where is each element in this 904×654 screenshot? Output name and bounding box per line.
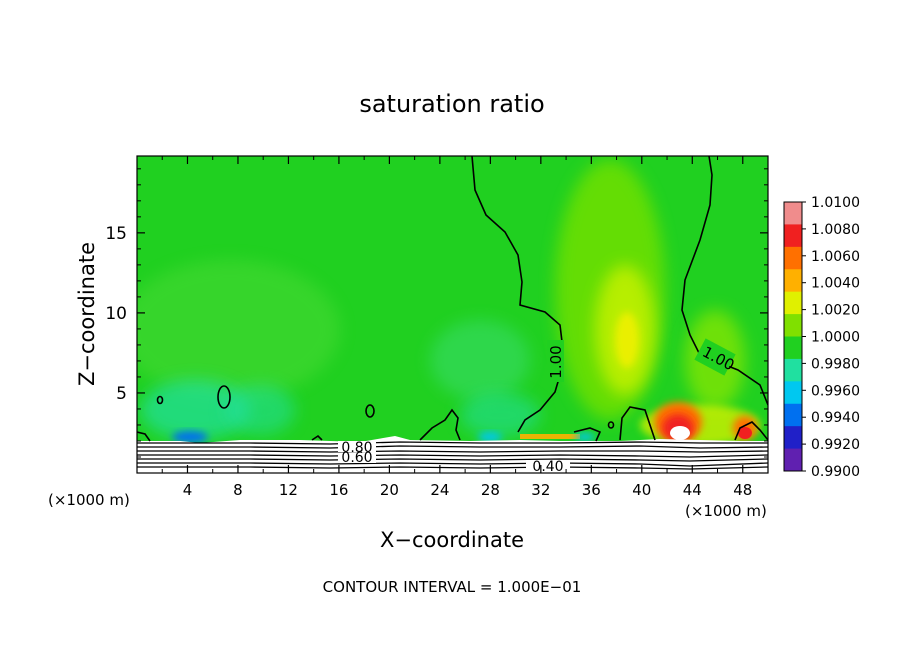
contour-line (311, 434, 323, 441)
x-axis-label: X−coordinate (380, 528, 524, 552)
subsaturated-region (460, 393, 540, 437)
x-tick-label: 4 (183, 481, 193, 499)
colorbar-swatch (784, 291, 802, 315)
x-tick-label: 44 (683, 481, 702, 499)
colorbar-swatch (784, 381, 802, 405)
x-unit-left: (×1000 m) (48, 491, 130, 509)
colorbar-label: 1.0060 (811, 249, 860, 265)
colorbar-swatch (784, 269, 802, 293)
colorbar-label: 1.0040 (811, 276, 860, 292)
y-tick-label: 15 (105, 224, 127, 244)
contour-label: 0.80 (341, 440, 372, 456)
colorbar-label: 0.9920 (811, 437, 860, 453)
slightly-low-region (137, 260, 340, 400)
x-tick-label: 32 (531, 481, 550, 499)
contour-label: 1.00 (547, 345, 565, 378)
subsaturated-region (140, 380, 250, 440)
saturation-contours (137, 156, 768, 442)
contour-label: 0.60 (341, 450, 372, 466)
colorbar-swatch (784, 426, 802, 450)
colorbar-label: 0.9940 (811, 410, 860, 426)
y-tick-label: 10 (105, 304, 127, 324)
low-level-minimum (478, 432, 502, 442)
colorbar-label: 1.0020 (811, 303, 860, 319)
colorbar-swatch (784, 202, 802, 225)
contour-line (217, 385, 231, 409)
x-tick-label: 36 (582, 481, 601, 499)
x-tick-label: 40 (632, 481, 651, 499)
low-level-orange-band (520, 434, 580, 439)
contour-line (573, 427, 602, 442)
colorbar-swatch (784, 246, 802, 270)
colorbar-label: 1.0000 (811, 330, 860, 346)
contour-line (365, 404, 375, 418)
y-axis: 5 10 15 (105, 168, 768, 458)
low-level-minimum (575, 433, 595, 441)
contour-line (137, 431, 151, 442)
x-unit-right: (×1000 m) (685, 502, 767, 520)
saturation-field (137, 160, 760, 445)
colorbar-swatch (784, 358, 802, 382)
x-tick-label: 28 (481, 481, 500, 499)
terrain-contours (137, 441, 768, 470)
x-tick-label: 12 (279, 481, 298, 499)
contour-line (156, 395, 164, 405)
x-tick-label: 48 (733, 481, 752, 499)
contour-line (619, 406, 656, 441)
y-tick-label: 5 (116, 384, 127, 404)
contour-line (419, 408, 461, 441)
colorbar-swatch (784, 403, 802, 427)
contour-line (734, 421, 768, 441)
x-tick-label: 16 (329, 481, 348, 499)
contour-label: 0.40 (532, 459, 563, 475)
y-axis-label: Z−coordinate (75, 242, 99, 386)
colorbar-swatch (784, 314, 802, 337)
plot-frame (136, 155, 769, 474)
slightly-low-region (430, 320, 530, 400)
x-tick-label: 8 (233, 481, 243, 499)
contour-line (681, 156, 768, 406)
colorbar: 1.0100 1.0080 1.0060 1.0040 1.0020 1.0000 0.99… (783, 195, 860, 480)
colorbar-label: 0.9980 (811, 356, 860, 372)
contour-interval-note: CONTOUR INTERVAL = 1.000E−01 (323, 578, 582, 596)
x-tick-label: 24 (430, 481, 449, 499)
contour-line (607, 421, 615, 429)
colorbar-label: 0.9900 (811, 464, 860, 480)
colorbar-label: 1.0100 (811, 195, 860, 211)
colorbar-label: 1.0080 (811, 222, 860, 238)
low-level-minimum (172, 431, 208, 443)
supersaturated-core (615, 312, 639, 368)
contour-line (471, 156, 564, 433)
colorbar-swatch (784, 336, 802, 360)
x-axis: 4 8 12 16 20 24 28 32 36 40 44 48 (161, 156, 752, 499)
colorbar-label: 0.9960 (811, 383, 860, 399)
x-tick-label: 20 (380, 481, 399, 499)
low-level-maximum (738, 427, 752, 439)
low-level-maximum-core (670, 426, 690, 440)
colorbar-swatch (784, 224, 802, 248)
subsaturated-region (225, 385, 295, 435)
plot-area: 1.00 1.00 0.80 0.60 0.40 (137, 156, 768, 475)
chart-title: saturation ratio (359, 90, 544, 118)
colorbar-swatch (784, 448, 802, 472)
